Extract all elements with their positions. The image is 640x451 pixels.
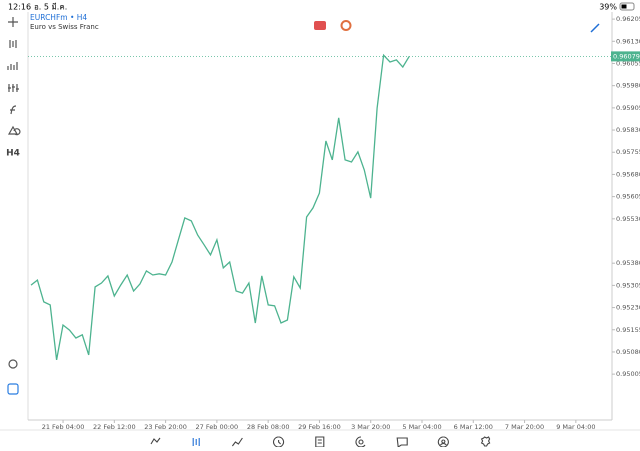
x-tick-label: 27 Feb 00:00 (196, 423, 239, 431)
x-tick-label: 23 Feb 20:00 (144, 423, 187, 431)
y-tick-label: 0.95755 (616, 148, 640, 156)
y-tick-label: 0.95605 (616, 193, 640, 201)
objects-tool[interactable] (7, 125, 21, 136)
settings-tool[interactable] (8, 84, 19, 92)
x-tick-label: 6 Mar 12:00 (454, 423, 493, 431)
indicators-tool[interactable] (7, 62, 18, 70)
draw-button[interactable] (590, 23, 600, 33)
nav-icon[interactable] (192, 438, 200, 446)
nav-icon[interactable] (396, 437, 408, 448)
x-tick-label: 29 Feb 16:00 (298, 423, 341, 431)
function-tool[interactable] (10, 105, 17, 115)
x-tick-label: 5 Mar 04:00 (402, 423, 441, 431)
toolbar (7, 17, 21, 395)
trade-button[interactable] (314, 21, 326, 30)
x-tick-label: 9 Mar 04:00 (556, 423, 595, 431)
y-tick-label: 0.96205 (616, 15, 640, 23)
trade-tool[interactable] (7, 383, 19, 395)
price-line (30, 53, 410, 361)
current-price-tag (611, 51, 640, 62)
symbol-description: Euro vs Swiss Franc (30, 23, 99, 31)
x-tick-label: 7 Mar 20:00 (505, 423, 544, 431)
x-tick-label: 22 Feb 12:00 (93, 423, 136, 431)
y-tick-label: 0.95005 (616, 370, 640, 378)
y-tick-label: 0.96055 (616, 59, 640, 67)
battery-level (621, 4, 627, 9)
indicator-button[interactable] (340, 20, 352, 31)
history-tool[interactable] (8, 359, 18, 369)
status-battery: 39% (599, 3, 617, 12)
current-price-label: 0.96079 (613, 52, 640, 60)
x-tick-label: 28 Feb 08:00 (247, 423, 290, 431)
y-tick-label: 0.95305 (616, 281, 640, 289)
y-tick-label: 0.95155 (616, 326, 640, 334)
x-tick-label: 21 Feb 04:00 (42, 423, 85, 431)
nav-icon[interactable] (480, 436, 491, 447)
timeframe-button[interactable]: H4 (6, 149, 20, 159)
symbol-name[interactable]: EURCHFm • H4 (30, 13, 87, 22)
y-tick-label: 0.95905 (616, 104, 640, 112)
crosshair-tool[interactable] (8, 17, 18, 27)
nav-icon[interactable] (231, 437, 243, 447)
nav-icon[interactable] (150, 437, 161, 445)
status-date: อ. 5 มี.ค. (34, 3, 67, 12)
chart-type-tool[interactable] (9, 40, 17, 48)
status-time: 12:16 (8, 3, 31, 12)
battery-icon (619, 2, 635, 11)
x-tick-label: 3 Mar 20:00 (351, 423, 390, 431)
nav-icon[interactable] (355, 436, 366, 448)
